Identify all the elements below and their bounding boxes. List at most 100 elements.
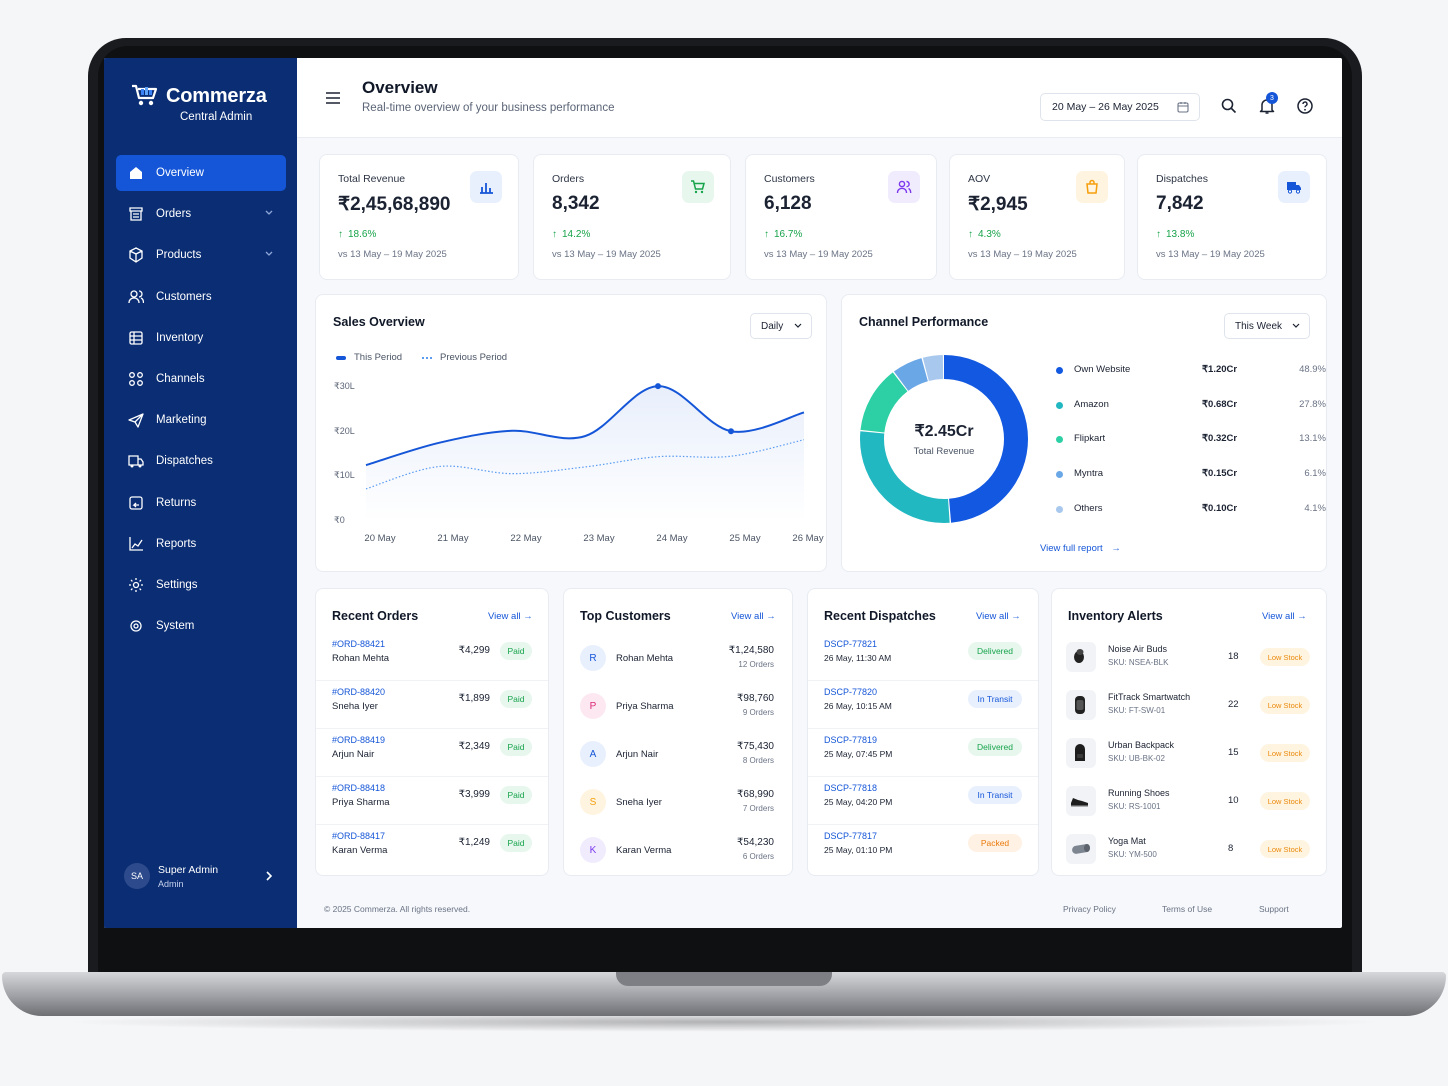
customer-row[interactable]: P Priya Sharma ₹98,760 9 Orders (564, 689, 792, 725)
order-row[interactable]: #ORD-88417 Karan Verma ₹1,249 Paid (316, 825, 548, 873)
y-tick-label: ₹0 (334, 515, 345, 525)
sidebar-item-label: Channels (156, 372, 205, 385)
link-label: View all (731, 611, 764, 622)
status-badge: Paid (500, 642, 532, 660)
channel-row[interactable]: Others ₹0.10Cr 4.1% (1056, 503, 1326, 519)
period-select[interactable]: This Week (1224, 313, 1310, 339)
order-row[interactable]: #ORD-88418 Priya Sharma ₹3,999 Paid (316, 777, 548, 825)
sidebar-item-overview[interactable]: Overview (116, 155, 286, 191)
legend-swatch (336, 355, 346, 360)
kpi-compare: vs 13 May – 19 May 2025 (552, 249, 661, 260)
menu-icon[interactable] (325, 91, 341, 105)
avatar: P (580, 693, 606, 719)
view-all-link[interactable]: View all → (488, 611, 533, 622)
logo[interactable]: Commerza (130, 82, 267, 110)
inventory-row[interactable]: Yoga Mat SKU: YM-500 8 Low Stock (1052, 831, 1326, 867)
kpi-card-dispatches[interactable]: Dispatches 7,842 ↑ 13.8% vs 13 May – 19 May … (1137, 154, 1327, 280)
card-title: Top Customers (580, 609, 671, 623)
inventory-row[interactable]: Urban Backpack SKU: UB-BK-02 15 Low Stock (1052, 735, 1326, 771)
view-all-link[interactable]: View all → (731, 611, 776, 622)
search-icon[interactable] (1220, 97, 1238, 115)
earbuds-icon (1066, 642, 1096, 672)
view-full-report-link[interactable]: View full report → (1040, 543, 1121, 554)
customer-row[interactable]: S Sneha Iyer ₹68,990 7 Orders (564, 785, 792, 821)
dispatch-id[interactable]: DSCP-77820 (824, 687, 878, 697)
order-amount: ₹2,349 (458, 741, 490, 752)
kpi-card-total-revenue[interactable]: Total Revenue ₹2,45,68,890 ↑ 18.6% vs 13 May… (319, 154, 519, 280)
dispatch-id[interactable]: DSCP-77817 (824, 831, 878, 841)
dispatch-id[interactable]: DSCP-77818 (824, 783, 878, 793)
order-id[interactable]: #ORD-88417 (332, 831, 386, 841)
footer-link-support[interactable]: Support (1259, 904, 1289, 914)
order-id[interactable]: #ORD-88419 (332, 735, 386, 745)
order-row[interactable]: #ORD-88421 Rohan Mehta ₹4,299 Paid (316, 633, 548, 681)
sidebar-item-inventory[interactable]: Inventory (116, 320, 286, 356)
customer-row[interactable]: K Karan Verma ₹54,230 6 Orders (564, 833, 792, 869)
kpi-card-aov[interactable]: AOV ₹2,945 ↑ 4.3% vs 13 May – 19 May 2025 (949, 154, 1125, 280)
data-point-marker[interactable] (655, 383, 661, 390)
arrow-right-icon: → (1297, 611, 1307, 622)
date-range-picker[interactable]: 20 May – 26 May 2025 (1040, 93, 1200, 121)
dispatch-row[interactable]: DSCP-77820 26 May, 10:15 AM In Transit (808, 681, 1038, 729)
user-profile[interactable]: SA Super Admin Admin (124, 860, 274, 892)
dispatch-row[interactable]: DSCP-77819 25 May, 07:45 PM Delivered (808, 729, 1038, 777)
sidebar-item-products[interactable]: Products (116, 237, 286, 273)
order-id[interactable]: #ORD-88420 (332, 687, 386, 697)
period-select[interactable]: Daily (750, 313, 812, 339)
sidebar-item-settings[interactable]: Settings (116, 567, 286, 603)
x-tick-label: 21 May (437, 533, 469, 544)
dispatch-id[interactable]: DSCP-77821 (824, 639, 878, 649)
data-point-marker[interactable] (728, 428, 734, 435)
legend-previous-period[interactable]: Previous Period (422, 352, 507, 363)
inventory-row[interactable]: Running Shoes SKU: RS-1001 10 Low Stock (1052, 783, 1326, 819)
sidebar-item-returns[interactable]: Returns (116, 485, 286, 521)
kpi-change-value: 18.6% (348, 229, 377, 240)
channel-row[interactable]: Myntra ₹0.15Cr 6.1% (1056, 468, 1326, 484)
channel-donut-chart[interactable] (858, 351, 1030, 527)
sidebar-item-dispatches[interactable]: Dispatches (116, 443, 286, 479)
kpi-label: Total Revenue (338, 173, 406, 185)
order-id[interactable]: #ORD-88418 (332, 783, 386, 793)
donut-slice-own-website[interactable] (860, 355, 1028, 523)
view-all-link[interactable]: View all → (1262, 611, 1307, 622)
sidebar-item-reports[interactable]: Reports (116, 526, 286, 562)
channel-row[interactable]: Own Website ₹1.20Cr 48.9% (1056, 364, 1326, 380)
sidebar-item-channels[interactable]: Channels (116, 361, 286, 397)
sidebar-nav: Overview Orders Products Customers Inventory… (116, 155, 286, 649)
customer-row[interactable]: R Rohan Mehta ₹1,24,580 12 Orders (564, 641, 792, 677)
sidebar-item-marketing[interactable]: Marketing (116, 402, 286, 438)
order-row[interactable]: #ORD-88420 Sneha Iyer ₹1,899 Paid (316, 681, 548, 729)
inventory-alerts-card: Inventory Alerts View all → Noise Air Bu… (1051, 588, 1327, 876)
arrow-up-icon: ↑ (1156, 229, 1161, 240)
inventory-row[interactable]: Noise Air Buds SKU: NSEA-BLK 18 Low Stock (1052, 639, 1326, 675)
channel-value: ₹1.20Cr (1202, 364, 1238, 375)
channel-row[interactable]: Flipkart ₹0.32Cr 13.1% (1056, 433, 1326, 449)
chevron-right-icon (266, 871, 273, 881)
sidebar-item-label: Settings (156, 578, 198, 591)
help-icon[interactable] (1296, 97, 1314, 115)
channel-row[interactable]: Amazon ₹0.68Cr 27.8% (1056, 399, 1326, 415)
kpi-card-customers[interactable]: Customers 6,128 ↑ 16.7% vs 13 May – 19 May 2… (745, 154, 937, 280)
dispatch-row[interactable]: DSCP-77821 26 May, 11:30 AM Delivered (808, 633, 1038, 681)
footer-link-terms[interactable]: Terms of Use (1162, 904, 1213, 914)
order-row[interactable]: #ORD-88419 Arjun Nair ₹2,349 Paid (316, 729, 548, 777)
footer-link-privacy[interactable]: Privacy Policy (1063, 904, 1116, 914)
sidebar-item-orders[interactable]: Orders (116, 196, 286, 232)
dispatch-row[interactable]: DSCP-77817 25 May, 01:10 PM Packed (808, 825, 1038, 873)
main-content: Overview Real-time overview of your busi… (297, 58, 1342, 928)
dispatch-row[interactable]: DSCP-77818 25 May, 04:20 PM In Transit (808, 777, 1038, 825)
stock-quantity: 8 (1228, 843, 1234, 854)
mat-icon (1066, 834, 1096, 864)
legend-this-period[interactable]: This Period (336, 352, 402, 363)
view-all-link[interactable]: View all → (976, 611, 1021, 622)
sidebar-item-system[interactable]: System (116, 608, 286, 644)
inventory-row[interactable]: FitTrack Smartwatch SKU: FT-SW-01 22 Low St… (1052, 687, 1326, 723)
avatar: K (580, 837, 606, 863)
sales-line-chart[interactable] (316, 295, 828, 573)
donut-slice-amazon[interactable] (860, 355, 1028, 523)
customer-row[interactable]: A Arjun Nair ₹75,430 8 Orders (564, 737, 792, 773)
order-id[interactable]: #ORD-88421 (332, 639, 386, 649)
kpi-card-orders[interactable]: Orders 8,342 ↑ 14.2% vs 13 May – 19 May 2025 (533, 154, 731, 280)
sidebar-item-customers[interactable]: Customers (116, 279, 286, 315)
dispatch-id[interactable]: DSCP-77819 (824, 735, 878, 745)
